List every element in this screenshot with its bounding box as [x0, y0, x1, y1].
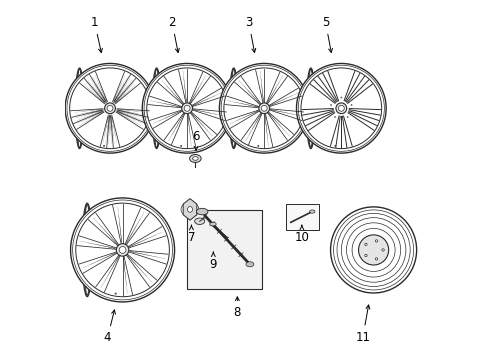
- Ellipse shape: [65, 63, 155, 153]
- Ellipse shape: [306, 68, 315, 149]
- Text: 1: 1: [91, 16, 102, 53]
- Ellipse shape: [196, 208, 207, 215]
- Ellipse shape: [261, 105, 266, 111]
- Ellipse shape: [152, 68, 161, 149]
- Ellipse shape: [358, 235, 388, 265]
- Ellipse shape: [209, 222, 216, 226]
- Ellipse shape: [229, 68, 238, 149]
- Ellipse shape: [142, 63, 231, 153]
- Ellipse shape: [103, 145, 104, 147]
- Ellipse shape: [189, 154, 201, 162]
- Ellipse shape: [296, 63, 386, 153]
- Text: 7: 7: [187, 225, 195, 244]
- Ellipse shape: [375, 258, 377, 260]
- Text: 8: 8: [233, 297, 241, 319]
- Text: 10: 10: [294, 225, 309, 244]
- Ellipse shape: [364, 254, 366, 257]
- Polygon shape: [183, 199, 197, 220]
- Ellipse shape: [334, 145, 335, 147]
- Ellipse shape: [350, 104, 351, 105]
- Ellipse shape: [184, 105, 190, 111]
- Ellipse shape: [335, 103, 346, 114]
- Ellipse shape: [194, 218, 204, 225]
- Ellipse shape: [116, 244, 128, 256]
- Text: 3: 3: [244, 16, 255, 53]
- Ellipse shape: [340, 97, 341, 98]
- Ellipse shape: [245, 262, 253, 267]
- Bar: [187, 211, 262, 289]
- Ellipse shape: [187, 207, 192, 212]
- Ellipse shape: [82, 203, 92, 297]
- Ellipse shape: [257, 145, 258, 147]
- Ellipse shape: [180, 145, 182, 147]
- Ellipse shape: [334, 116, 335, 117]
- Text: 9: 9: [209, 252, 217, 271]
- Ellipse shape: [115, 293, 116, 294]
- Ellipse shape: [364, 243, 366, 246]
- Ellipse shape: [381, 249, 384, 251]
- Text: 4: 4: [103, 310, 115, 344]
- Ellipse shape: [75, 68, 84, 149]
- Ellipse shape: [346, 116, 347, 117]
- Text: 11: 11: [355, 305, 369, 343]
- Ellipse shape: [258, 103, 269, 114]
- Ellipse shape: [375, 240, 377, 242]
- Ellipse shape: [104, 103, 115, 114]
- Ellipse shape: [338, 105, 344, 111]
- Ellipse shape: [107, 105, 113, 111]
- Ellipse shape: [119, 247, 126, 253]
- Text: 2: 2: [168, 16, 179, 53]
- Text: 5: 5: [321, 16, 332, 53]
- Ellipse shape: [70, 198, 174, 302]
- Ellipse shape: [330, 104, 331, 105]
- Ellipse shape: [309, 210, 314, 213]
- Ellipse shape: [192, 157, 198, 160]
- Text: 6: 6: [192, 130, 200, 150]
- Ellipse shape: [219, 63, 308, 153]
- Ellipse shape: [182, 103, 192, 114]
- Bar: [286, 204, 318, 230]
